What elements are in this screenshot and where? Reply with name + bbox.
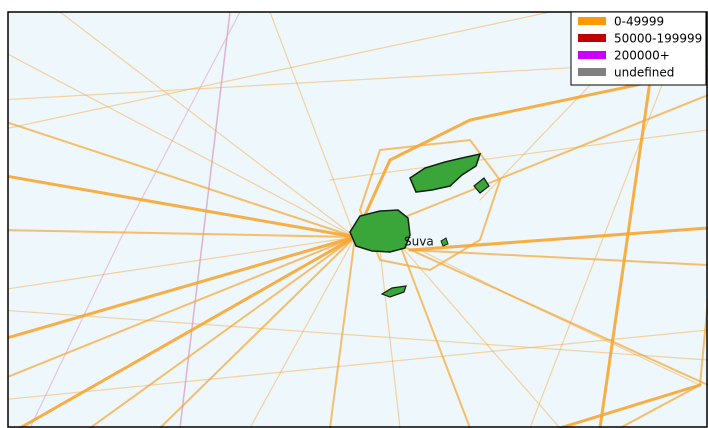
legend-label: 0-49999: [614, 15, 664, 29]
route: [18, 235, 357, 428]
route: [159, 236, 356, 428]
route: [354, 94, 708, 238]
routes: [8, 12, 708, 428]
island: [380, 285, 407, 298]
route: [8, 236, 356, 290]
route: [8, 174, 357, 239]
route: [249, 236, 356, 428]
island: [440, 237, 449, 247]
route: [59, 12, 356, 238]
legend-label: 50000-199999: [614, 32, 702, 46]
route: [89, 236, 356, 428]
route: [8, 329, 708, 400]
route: [379, 249, 401, 428]
legend-swatch: [578, 68, 606, 76]
route: [399, 244, 708, 386]
frame: [7, 11, 708, 428]
route: [8, 121, 356, 238]
route: [8, 235, 357, 340]
legend-swatch: [578, 34, 606, 42]
place-label: Suva: [404, 235, 434, 249]
legend-label: 200000+: [614, 49, 670, 63]
route: [619, 384, 701, 428]
island: [409, 152, 482, 193]
route: [269, 12, 356, 238]
route: [358, 138, 502, 272]
route: [29, 12, 241, 428]
route: [8, 53, 356, 238]
island: [349, 209, 411, 253]
route: [8, 12, 551, 129]
legend-label: undefined: [614, 66, 674, 80]
route: [399, 244, 471, 428]
route: [8, 309, 708, 361]
route: [329, 129, 708, 181]
island: [473, 177, 490, 194]
route: [558, 383, 702, 428]
route: [399, 244, 561, 428]
route: [8, 236, 356, 378]
route: [8, 229, 356, 238]
legend-swatch: [578, 51, 606, 59]
route: [408, 226, 708, 252]
route: [329, 236, 356, 428]
route: [179, 12, 231, 428]
route: [419, 249, 701, 386]
route: [353, 68, 708, 239]
islands: [349, 152, 490, 298]
legend-swatch: [578, 17, 606, 25]
legend: 0-49999 50000-199999 200000+ undefined: [570, 11, 707, 86]
